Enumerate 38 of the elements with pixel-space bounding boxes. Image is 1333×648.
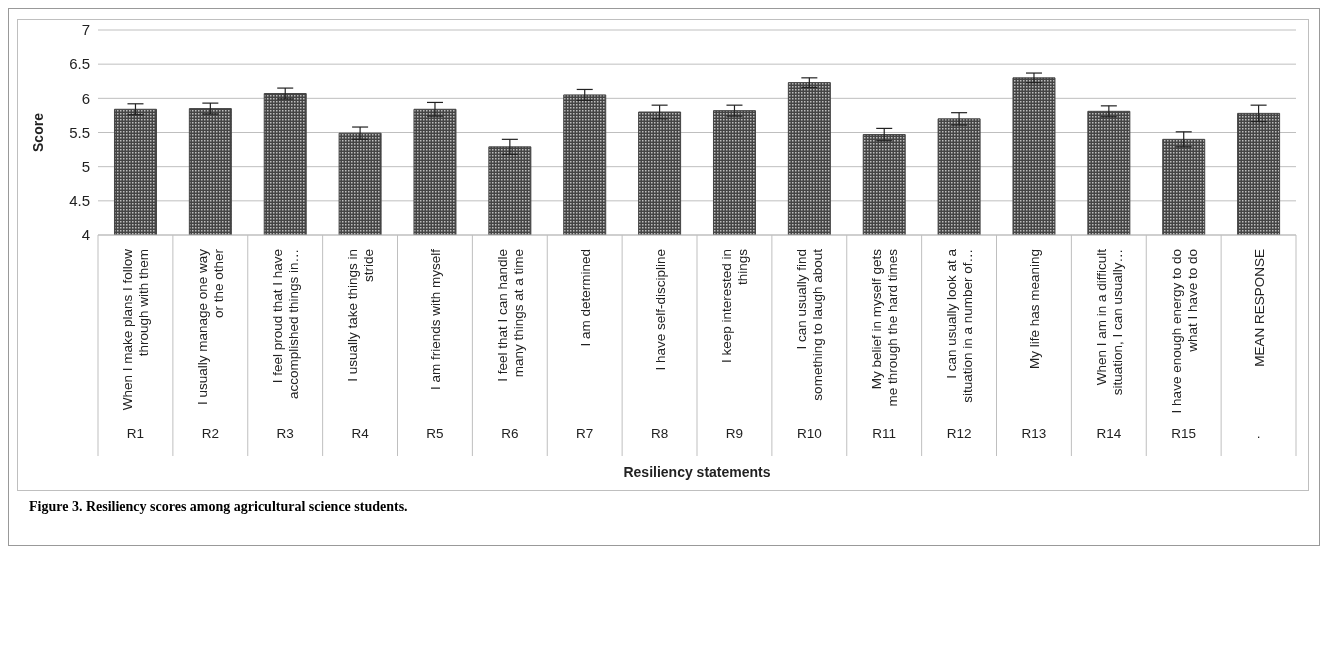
text: R5: [426, 426, 444, 441]
text: R9: [725, 426, 744, 441]
text: R14: [1096, 426, 1122, 441]
x-axis-title: Resiliency statements: [623, 464, 771, 480]
text: R10: [796, 426, 822, 441]
text: R6: [501, 426, 519, 441]
y-axis-title: Score: [29, 112, 46, 152]
text: R4: [351, 426, 370, 441]
y-tick-label: 6.5: [69, 55, 90, 73]
x-tick-label: I feel proud that I have accomplished things in…: [270, 249, 302, 400]
x-tick-label: When I am in a difficult situation, I can usually…: [1093, 248, 1125, 396]
x-tick-label: When I make plans I follow through with them: [120, 248, 152, 411]
text: R12: [946, 426, 972, 441]
x-tick-label: I can usually look at a situation in a number of…: [944, 248, 976, 403]
x-tick-label: I usually take things in stride: [345, 249, 377, 382]
y-tick-label: 5: [81, 157, 90, 175]
x-tick-label: I keep interested in things: [719, 248, 751, 364]
text: Figure 3. Resiliency scores among agricultural science students.: [29, 499, 409, 515]
text: .: [1256, 426, 1261, 441]
x-tick-label: My life has meaning: [1026, 249, 1042, 370]
x-tick-label: I feel that I can handle many things at a time: [494, 249, 526, 382]
text: R7: [576, 426, 594, 441]
y-tick-label: 4: [81, 226, 90, 244]
y-tick-label: 5.5: [69, 123, 90, 141]
text: R1: [126, 426, 145, 441]
y-tick-label: 4.5: [69, 192, 90, 210]
text: R3: [276, 426, 294, 441]
text: R13: [1021, 426, 1047, 441]
x-tick-label: I have self-discipline: [652, 249, 668, 371]
text: R8: [650, 426, 669, 441]
y-tick-label: 6: [81, 89, 90, 107]
x-tick-label: I am friends with myself: [427, 248, 443, 391]
text: R2: [201, 426, 219, 441]
x-tick-label: I am determined: [577, 249, 593, 347]
text: R15: [1171, 426, 1197, 441]
text: R11: [872, 426, 897, 441]
x-tick-label: MEAN RESPONSE: [1251, 249, 1267, 367]
y-tick-label: 7: [81, 21, 90, 39]
